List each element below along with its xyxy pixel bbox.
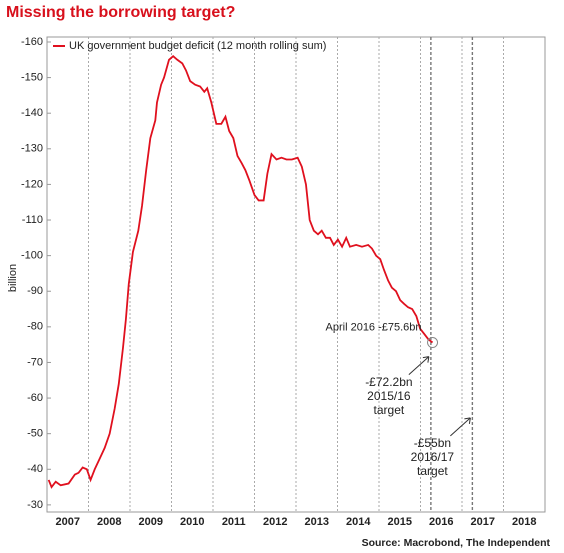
x-tick-label: 2010 [180,516,204,528]
y-tick-label: -60 [27,392,43,404]
y-tick-label: -110 [22,214,43,226]
target-arrow [408,356,430,375]
callout-label: April 2016 -£75.6bn [326,321,422,333]
x-tick-label: 2015 [388,516,412,528]
x-tick-label: 2016 [429,516,453,528]
x-tick-label: 2011 [222,516,246,528]
target-arrow [450,417,471,437]
arrow-head [464,417,471,424]
chart-title: Missing the borrowing target? [6,4,235,21]
x-tick-label: 2017 [471,516,495,528]
y-tick-label: -90 [27,285,43,297]
y-tick-label: -80 [27,321,43,333]
source: Source: Macrobond, The Independent [362,537,551,549]
y-tick-label: -100 [21,250,43,262]
target-label: -£55bn [414,436,451,450]
y-tick-label: -150 [21,71,43,83]
y-tick-label: -40 [27,463,43,475]
y-tick-label: -140 [21,107,43,119]
callout-marker [427,337,439,349]
x-tick-label: 2008 [97,516,121,528]
y-tick-label: -50 [27,428,43,440]
target-label: 2016/17 [411,450,455,464]
target-label: 2015/16 [367,389,411,403]
y-tick-label: -30 [27,499,43,511]
y-tick-label: -70 [27,356,43,368]
x-tick-label: 2012 [263,516,287,528]
data-line [47,55,434,489]
target-label: -£72.2bn [365,375,412,389]
legend-label: UK government budget deficit (12 month r… [69,40,326,52]
y-axis-label: billion [7,264,19,292]
x-tick-label: 2018 [512,516,536,528]
target-label: target [417,464,448,478]
x-tick-label: 2013 [305,516,329,528]
target-label: target [374,403,405,417]
x-tick-label: 2014 [346,516,371,528]
y-tick-label: -160 [21,36,43,48]
y-tick-label: -130 [21,143,43,155]
arrow-head [422,356,430,363]
y-tick-label: -120 [21,178,43,190]
x-tick-label: 2009 [139,516,163,528]
x-tick-label: 2007 [56,516,80,528]
